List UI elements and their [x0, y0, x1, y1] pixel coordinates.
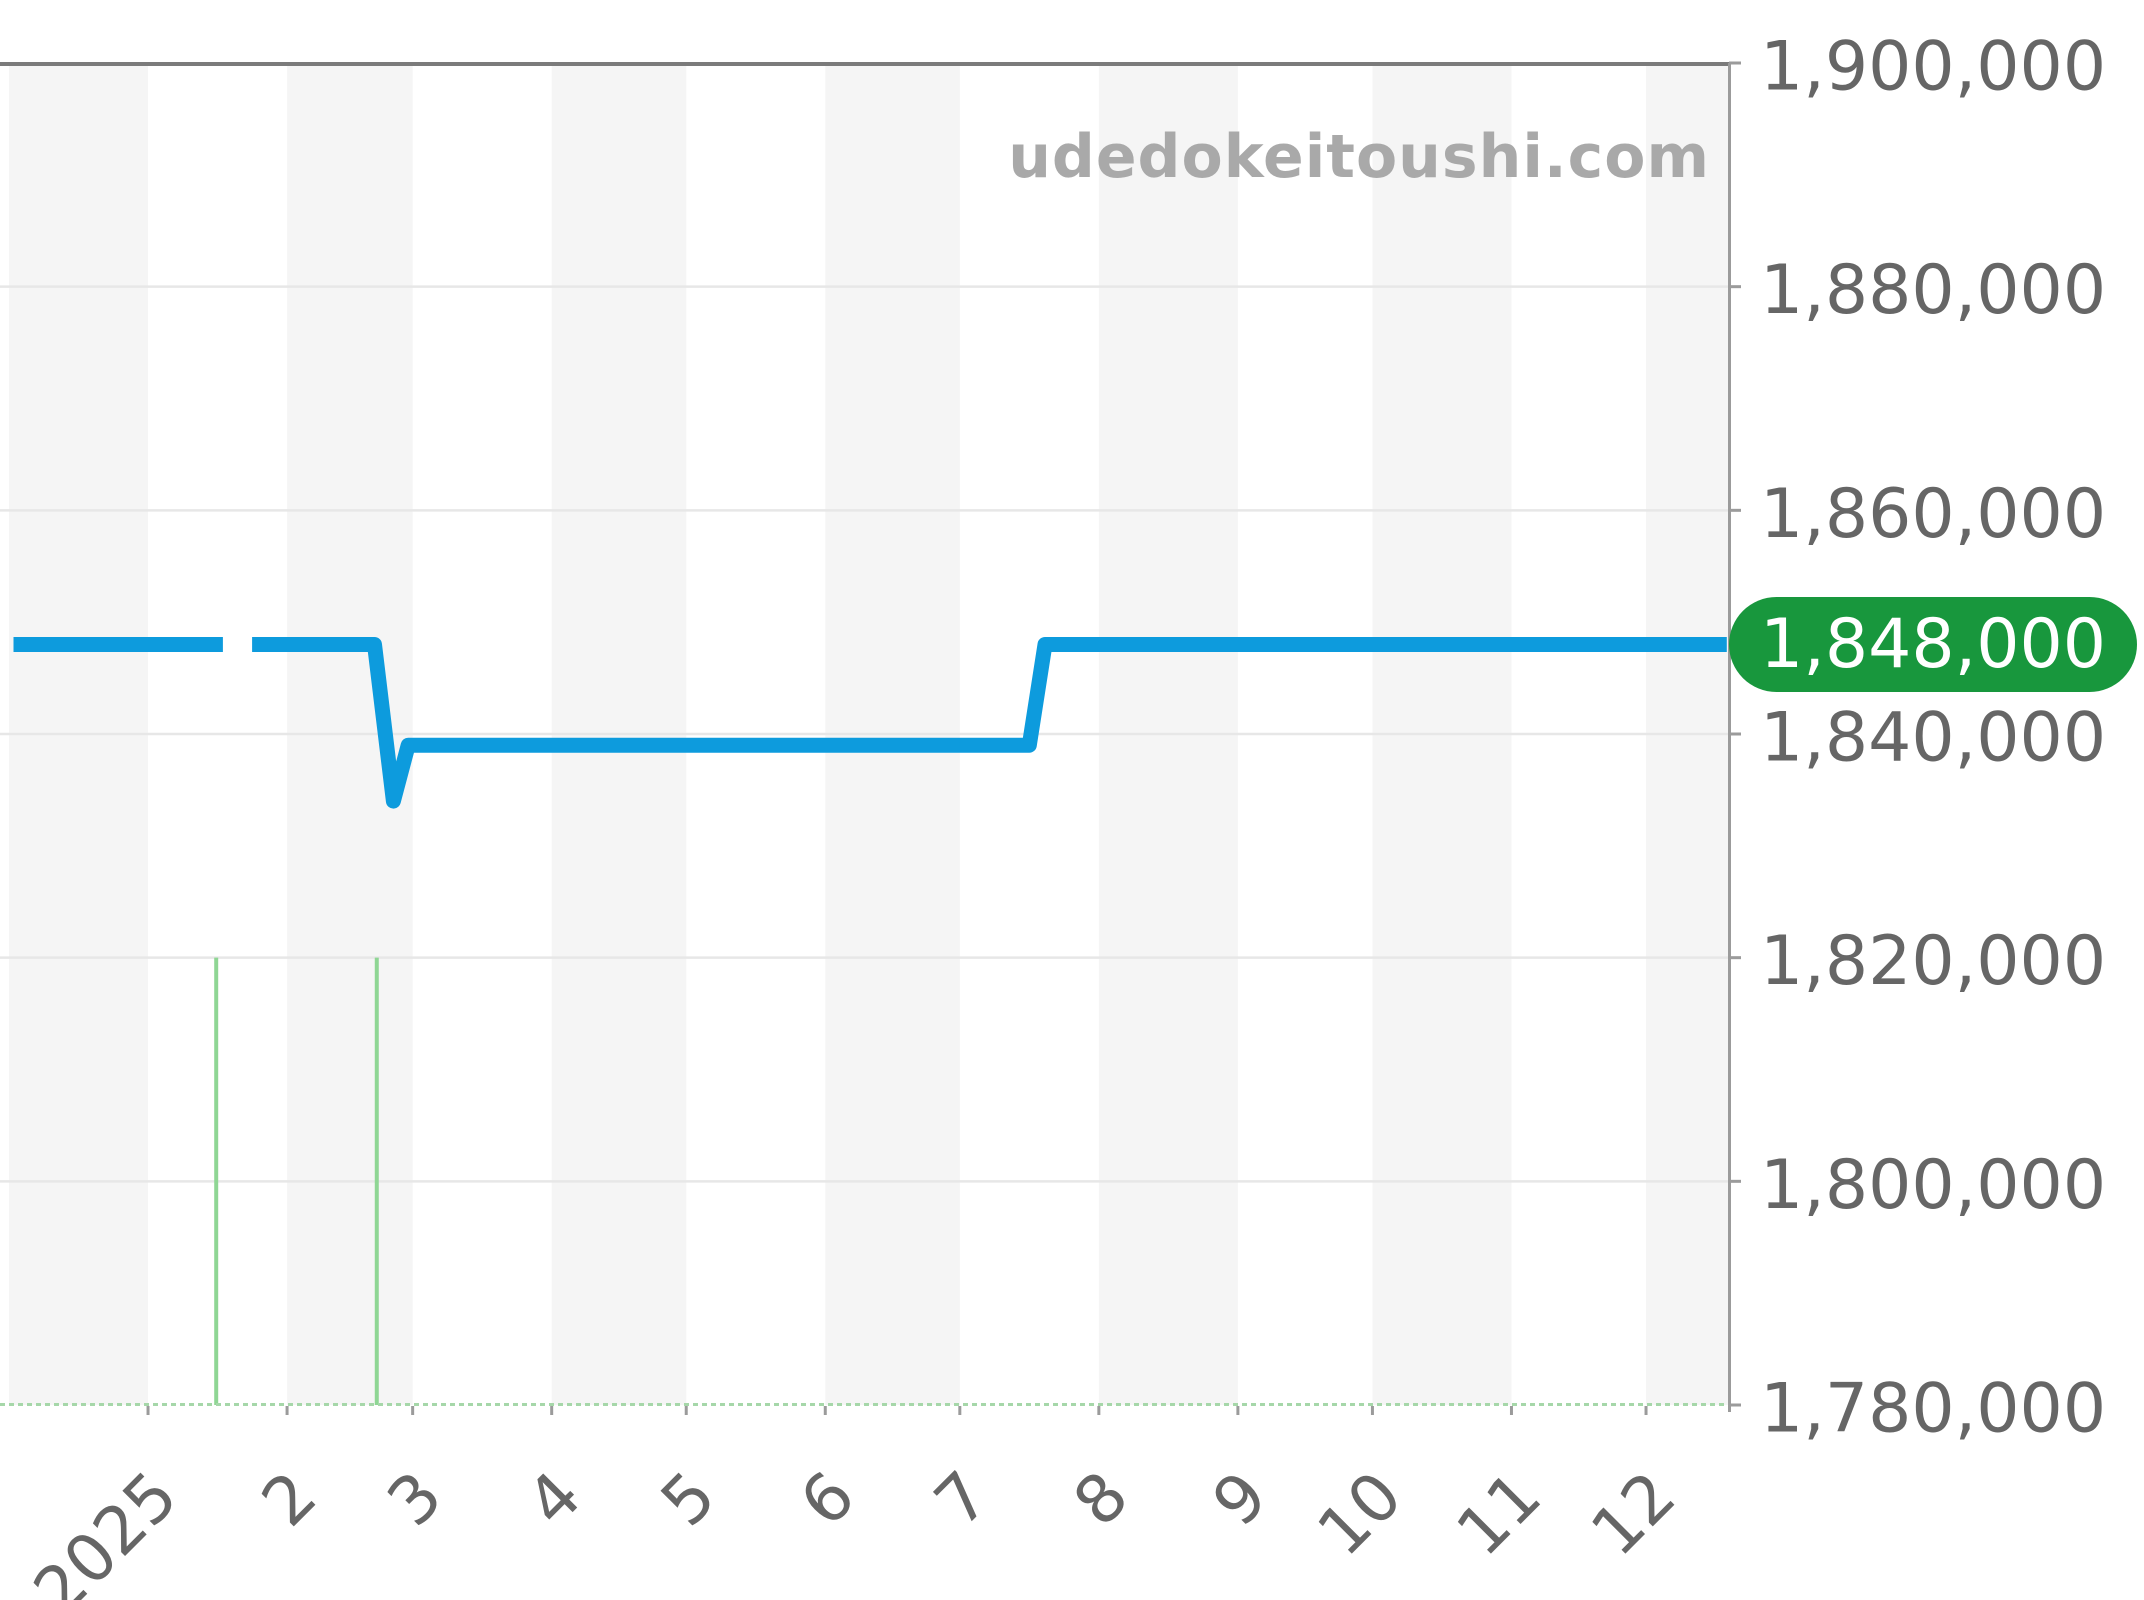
y-axis-label: 1,860,000	[1760, 475, 2106, 554]
x-axis-label: 2	[247, 1457, 331, 1541]
y-axis-label: 1,880,000	[1760, 251, 2106, 330]
x-axis-label: 6	[785, 1457, 869, 1541]
x-axis-label: 8	[1059, 1457, 1143, 1541]
x-axis-label: 5	[646, 1457, 730, 1541]
x-axis-label: 10	[1303, 1457, 1417, 1571]
watermark-text: udedokeitoushi.com	[1008, 122, 1710, 192]
y-axis-label: 1,900,000	[1760, 28, 2106, 107]
current-price-badge: 1,848,000	[1729, 596, 2137, 692]
x-axis-label: 2025	[19, 1457, 192, 1600]
x-axis-label: 7	[920, 1457, 1004, 1541]
price-line-segment	[252, 637, 1727, 809]
current-price-badge-label: 1,848,000	[1759, 604, 2107, 684]
x-axis-label: 4	[512, 1457, 596, 1541]
x-axis-label: 11	[1442, 1457, 1556, 1571]
y-axis-label: 1,800,000	[1760, 1146, 2106, 1225]
y-axis-label: 1,820,000	[1760, 922, 2106, 1001]
x-axis-label: 12	[1577, 1457, 1691, 1571]
x-axis-label: 9	[1198, 1457, 1282, 1541]
x-axis-label: 3	[373, 1457, 457, 1541]
y-axis-label: 1,780,000	[1760, 1370, 2106, 1449]
y-axis-label: 1,840,000	[1760, 699, 2106, 778]
